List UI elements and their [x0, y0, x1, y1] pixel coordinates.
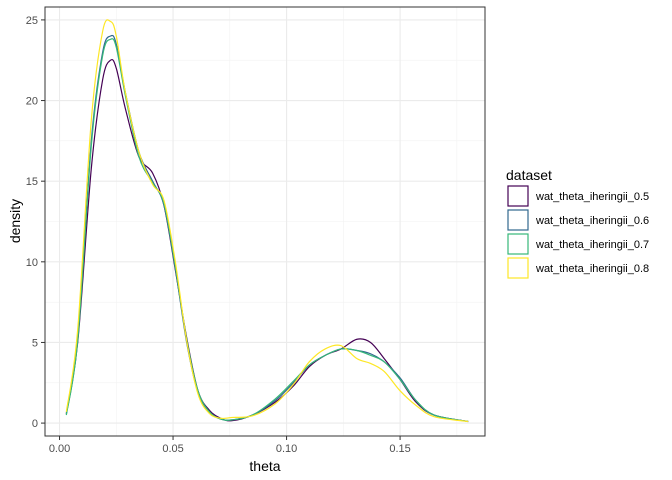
y-tick-label: 25 [26, 15, 38, 27]
legend-label-2: wat_theta_iheringii_0.6 [535, 215, 649, 227]
legend-label-4: wat_theta_iheringii_0.8 [535, 263, 649, 275]
x-tick-label: 0.15 [389, 443, 410, 455]
legend: dataset wat_theta_iheringii_0.5wat_theta… [506, 167, 649, 279]
y-tick-label: 5 [32, 337, 38, 349]
x-tick-label: 0.00 [49, 443, 70, 455]
y-axis-title: density [7, 199, 23, 243]
legend-title: dataset [506, 167, 552, 183]
legend-label-3: wat_theta_iheringii_0.7 [535, 239, 649, 251]
legend-key-3 [507, 233, 529, 255]
legend-key-4 [507, 257, 529, 279]
x-axis-title: theta [249, 458, 280, 474]
y-axis: 0 5 10 15 20 25 [26, 15, 45, 430]
plot-panel-border [44, 6, 486, 437]
x-axis: 0.00 0.05 0.10 0.15 [49, 436, 411, 455]
y-tick-label: 0 [32, 418, 38, 430]
legend-key-2 [507, 209, 529, 231]
legend-items: wat_theta_iheringii_0.5 wat_theta_ihering… [507, 185, 649, 279]
y-tick-label: 10 [26, 257, 38, 269]
legend-label-1: wat_theta_iheringii_0.5 [535, 191, 649, 203]
x-tick-label: 0.10 [276, 443, 297, 455]
density-curves [65, 19, 469, 423]
density-curve-4 [65, 19, 469, 423]
legend-key-1 [507, 185, 529, 207]
y-tick-label: 20 [26, 96, 38, 108]
density-curve-1 [65, 58, 469, 423]
y-tick-label: 15 [26, 176, 38, 188]
x-tick-label: 0.05 [162, 443, 183, 455]
